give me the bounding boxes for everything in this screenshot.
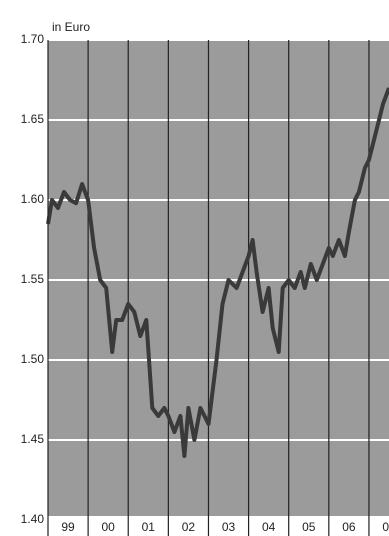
line-series [46, 87, 389, 458]
y-tick-label: 1.45 [21, 432, 45, 446]
x-tick-label: 05 [302, 520, 316, 534]
y-tick-label: 1.70 [21, 32, 45, 46]
x-tick-label: 00 [101, 520, 115, 534]
y-tick-label: 1.60 [21, 192, 45, 206]
x-tick-label: 04 [262, 520, 276, 534]
y-tick-label: 1.40 [21, 512, 45, 526]
x-tick-label: 07 [382, 520, 389, 534]
y-tick-label: 1.50 [21, 352, 45, 366]
x-tick-label: 02 [182, 520, 196, 534]
x-tick-label: 03 [222, 520, 236, 534]
y-axis-label: in Euro [52, 20, 90, 34]
y-tick-label: 1.55 [21, 272, 45, 286]
x-tick-label: 01 [142, 520, 156, 534]
x-tick-label: 06 [342, 520, 356, 534]
y-tick-label: 1.65 [21, 112, 45, 126]
x-tick-label: 99 [61, 520, 75, 534]
